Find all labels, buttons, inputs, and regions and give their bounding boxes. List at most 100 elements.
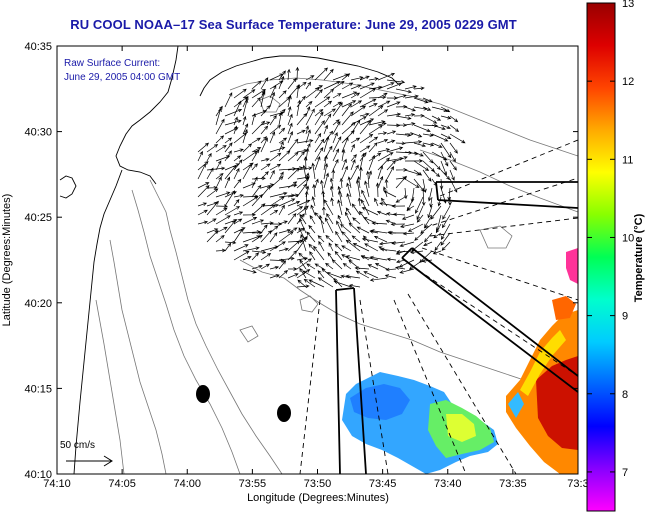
current-vector	[404, 94, 419, 99]
current-vector	[328, 242, 334, 252]
current-vector	[373, 235, 388, 243]
current-vector	[386, 79, 406, 84]
current-vector	[350, 84, 362, 90]
current-vector	[206, 166, 226, 171]
current-vector	[233, 198, 240, 207]
current-vector	[380, 247, 397, 252]
current-vector	[442, 205, 451, 220]
current-vector	[215, 191, 231, 198]
current-vector	[449, 124, 460, 132]
current-vector	[314, 138, 325, 153]
current-vector	[314, 96, 331, 108]
current-vector	[251, 80, 262, 90]
current-vector	[242, 194, 259, 199]
current-vector	[215, 207, 228, 216]
current-vector	[404, 113, 416, 117]
x-tick-label: 73:3	[567, 478, 588, 490]
current-vector	[350, 119, 361, 135]
colorbar	[586, 2, 616, 512]
current-vector	[278, 198, 296, 207]
current-vector	[323, 68, 334, 81]
current-vector	[287, 212, 297, 225]
current-vector	[224, 142, 233, 153]
current-vector	[440, 151, 449, 167]
current-vector	[305, 129, 311, 144]
current-vector	[278, 228, 292, 234]
current-vector	[287, 95, 292, 108]
current-vector	[440, 232, 451, 246]
current-vector	[314, 108, 324, 117]
current-vector	[332, 121, 341, 135]
current-vector	[334, 250, 343, 261]
current-vector	[286, 68, 291, 81]
current-vector	[287, 130, 294, 144]
current-vector	[345, 274, 361, 279]
current-vector	[332, 93, 342, 99]
current-vector	[368, 170, 373, 180]
current-vector	[395, 175, 407, 189]
current-vector	[368, 142, 378, 153]
current-vector	[431, 115, 442, 121]
current-vector	[233, 116, 238, 126]
current-vector	[377, 100, 391, 108]
current-vector	[441, 223, 451, 241]
current-vector	[269, 176, 284, 189]
current-vector	[317, 270, 325, 279]
current-vector	[332, 102, 343, 117]
x-tick-label: 74:00	[173, 478, 201, 490]
current-vector	[374, 263, 388, 270]
current-vector	[337, 214, 343, 225]
current-vector	[215, 135, 225, 144]
current-vector	[354, 266, 370, 271]
current-vector	[413, 97, 429, 104]
current-vector	[242, 163, 252, 180]
current-vector	[368, 105, 384, 117]
current-vector	[260, 171, 269, 180]
current-vector	[299, 259, 307, 270]
current-vector	[224, 150, 232, 162]
y-tick-label: 40:35	[24, 41, 52, 53]
current-vector	[197, 163, 206, 180]
current-vector	[370, 229, 388, 234]
current-vector	[323, 113, 332, 126]
colorbar-tick-label: 8	[622, 389, 628, 401]
current-vector	[233, 125, 238, 135]
current-vector	[260, 203, 280, 208]
current-vector	[260, 91, 266, 108]
current-vector	[357, 197, 362, 207]
current-vector	[269, 196, 285, 207]
x-tick-label: 73:45	[369, 478, 397, 490]
current-vector	[337, 199, 343, 216]
current-vector	[434, 241, 442, 251]
current-vector	[215, 118, 225, 135]
current-vector	[404, 140, 423, 144]
current-vector	[303, 278, 316, 288]
current-vector	[395, 167, 408, 172]
current-vector	[287, 122, 293, 135]
current-vector	[359, 112, 370, 117]
current-vector	[323, 124, 328, 135]
current-vector	[318, 214, 325, 234]
current-vector	[449, 133, 466, 144]
current-vector	[233, 178, 242, 189]
current-vector	[415, 196, 424, 214]
x-tick-label: 74:05	[108, 478, 136, 490]
current-vector	[377, 92, 388, 99]
current-vector	[327, 252, 334, 261]
y-tick-label: 40:30	[24, 127, 52, 139]
current-vector	[260, 183, 275, 189]
current-vector	[332, 158, 339, 171]
x-axis: 74:10 74:05 74:00 73:55 73:50 73:45 73:40 73:35…	[43, 46, 589, 490]
current-vector	[296, 99, 302, 117]
current-vector	[323, 154, 328, 171]
current-vector	[341, 254, 352, 261]
current-vector	[309, 251, 316, 261]
current-vector	[299, 267, 307, 279]
current-vector	[302, 164, 307, 180]
current-vector	[197, 142, 210, 153]
current-vector	[350, 76, 364, 81]
current-vector	[384, 274, 397, 279]
current-vector	[377, 165, 384, 180]
current-vector	[402, 231, 415, 236]
sst-patch-ne	[566, 248, 578, 284]
